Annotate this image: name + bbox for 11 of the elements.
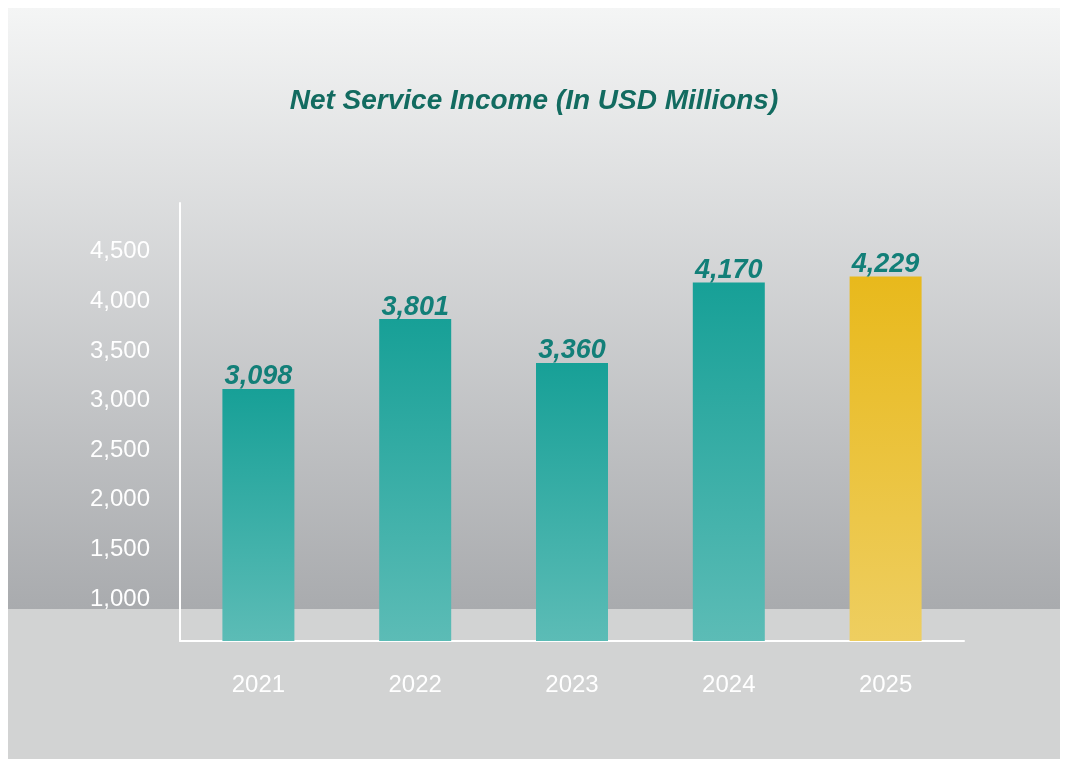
y-tick-label: 1,000	[89, 583, 150, 611]
data-label: 3,098	[224, 360, 293, 391]
y-tick-label: 1,500	[89, 534, 150, 562]
data-label: 3,360	[538, 334, 606, 365]
y-tick-label: 2,000	[89, 484, 150, 512]
data-label: 4,229	[850, 248, 920, 279]
y-tick-label: 3,000	[89, 385, 150, 413]
chart-title: Net Service Income (In USD Millions)	[289, 83, 779, 115]
data-label: 4,170	[694, 253, 763, 284]
y-tick-label: 2,500	[89, 434, 150, 462]
data-label: 3,801	[381, 290, 449, 321]
